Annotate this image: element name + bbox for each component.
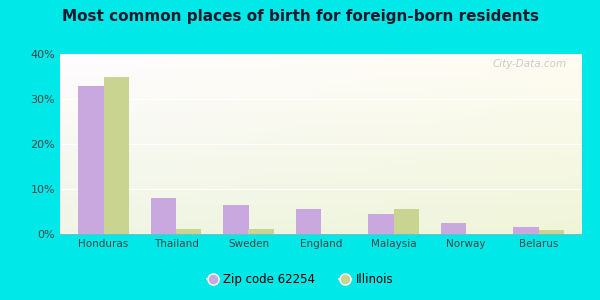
Bar [104, 76, 129, 234]
Bar [151, 198, 176, 234]
Text: City-Data.com: City-Data.com [492, 59, 566, 69]
Legend: Zip code 62254, Illinois: Zip code 62254, Illinois [202, 269, 398, 291]
Bar [394, 209, 419, 234]
Bar [513, 227, 539, 234]
Bar [223, 205, 248, 234]
Bar [176, 229, 202, 234]
Text: Most common places of birth for foreign-born residents: Most common places of birth for foreign-… [62, 9, 539, 24]
Bar [539, 230, 564, 234]
Bar [368, 214, 394, 234]
Bar [296, 209, 321, 234]
Bar [440, 223, 466, 234]
Bar [248, 229, 274, 234]
Bar [78, 85, 104, 234]
